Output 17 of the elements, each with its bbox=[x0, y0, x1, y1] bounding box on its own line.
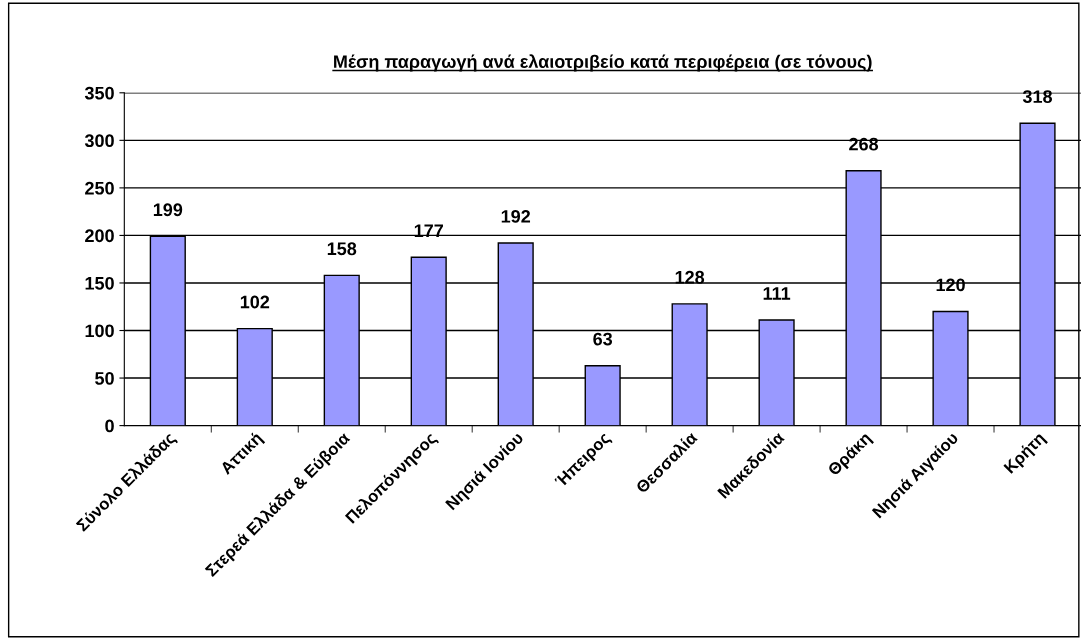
data-label: 102 bbox=[240, 295, 270, 309]
chart-title: Μέση παραγωγή ανά ελαιοτριβείο κατά περιφέρεια (σε τόνους) bbox=[334, 54, 872, 72]
y-tick-label: 0 bbox=[105, 419, 114, 433]
y-tick-label: 50 bbox=[95, 371, 114, 385]
y-tick-label: 100 bbox=[85, 324, 114, 338]
data-label: 158 bbox=[327, 242, 357, 256]
data-label: 63 bbox=[593, 332, 613, 346]
y-tick-label: 350 bbox=[84, 86, 114, 100]
y-tick-label: 150 bbox=[85, 276, 114, 290]
y-tick-label: 250 bbox=[85, 181, 114, 195]
y-tick-label: 300 bbox=[84, 134, 114, 148]
data-label: 199 bbox=[153, 203, 183, 217]
data-label: 128 bbox=[675, 270, 705, 284]
data-label: 192 bbox=[501, 210, 531, 223]
data-label: 111 bbox=[763, 287, 791, 300]
data-label: 318 bbox=[1022, 90, 1053, 104]
y-tick-label: 200 bbox=[85, 229, 114, 243]
